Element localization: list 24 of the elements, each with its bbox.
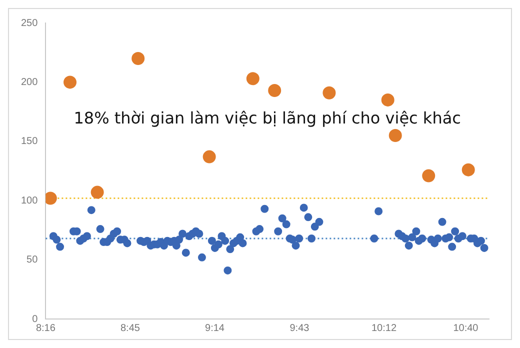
point [381, 93, 394, 106]
point [132, 52, 145, 66]
y-tick-label: 0 [32, 314, 38, 325]
x-tick-label: 8:45 [120, 322, 140, 334]
y-tick-label: 150 [20, 136, 38, 148]
y-tick-label: 250 [20, 18, 38, 29]
point [462, 163, 475, 176]
point [268, 84, 282, 97]
y-tick-label: 200 [20, 76, 38, 88]
point [64, 76, 77, 89]
x-tick-label: 9:43 [290, 322, 310, 334]
point [388, 128, 402, 142]
point [322, 86, 336, 100]
y-tick-label: 50 [26, 254, 38, 266]
point [90, 186, 104, 199]
annotation: 18% thời gian làm việc bị lãng phí cho việc khác [74, 108, 461, 128]
x-tick-label: 9:14 [205, 322, 225, 334]
point [246, 72, 260, 86]
y-tick-label: 100 [20, 195, 38, 206]
point [202, 150, 216, 164]
x-tick-label: 8:16 [36, 322, 56, 334]
x-tick-label: 10:12 [371, 322, 397, 334]
point [422, 169, 436, 182]
x-tick-label: 10:40 [453, 322, 479, 334]
